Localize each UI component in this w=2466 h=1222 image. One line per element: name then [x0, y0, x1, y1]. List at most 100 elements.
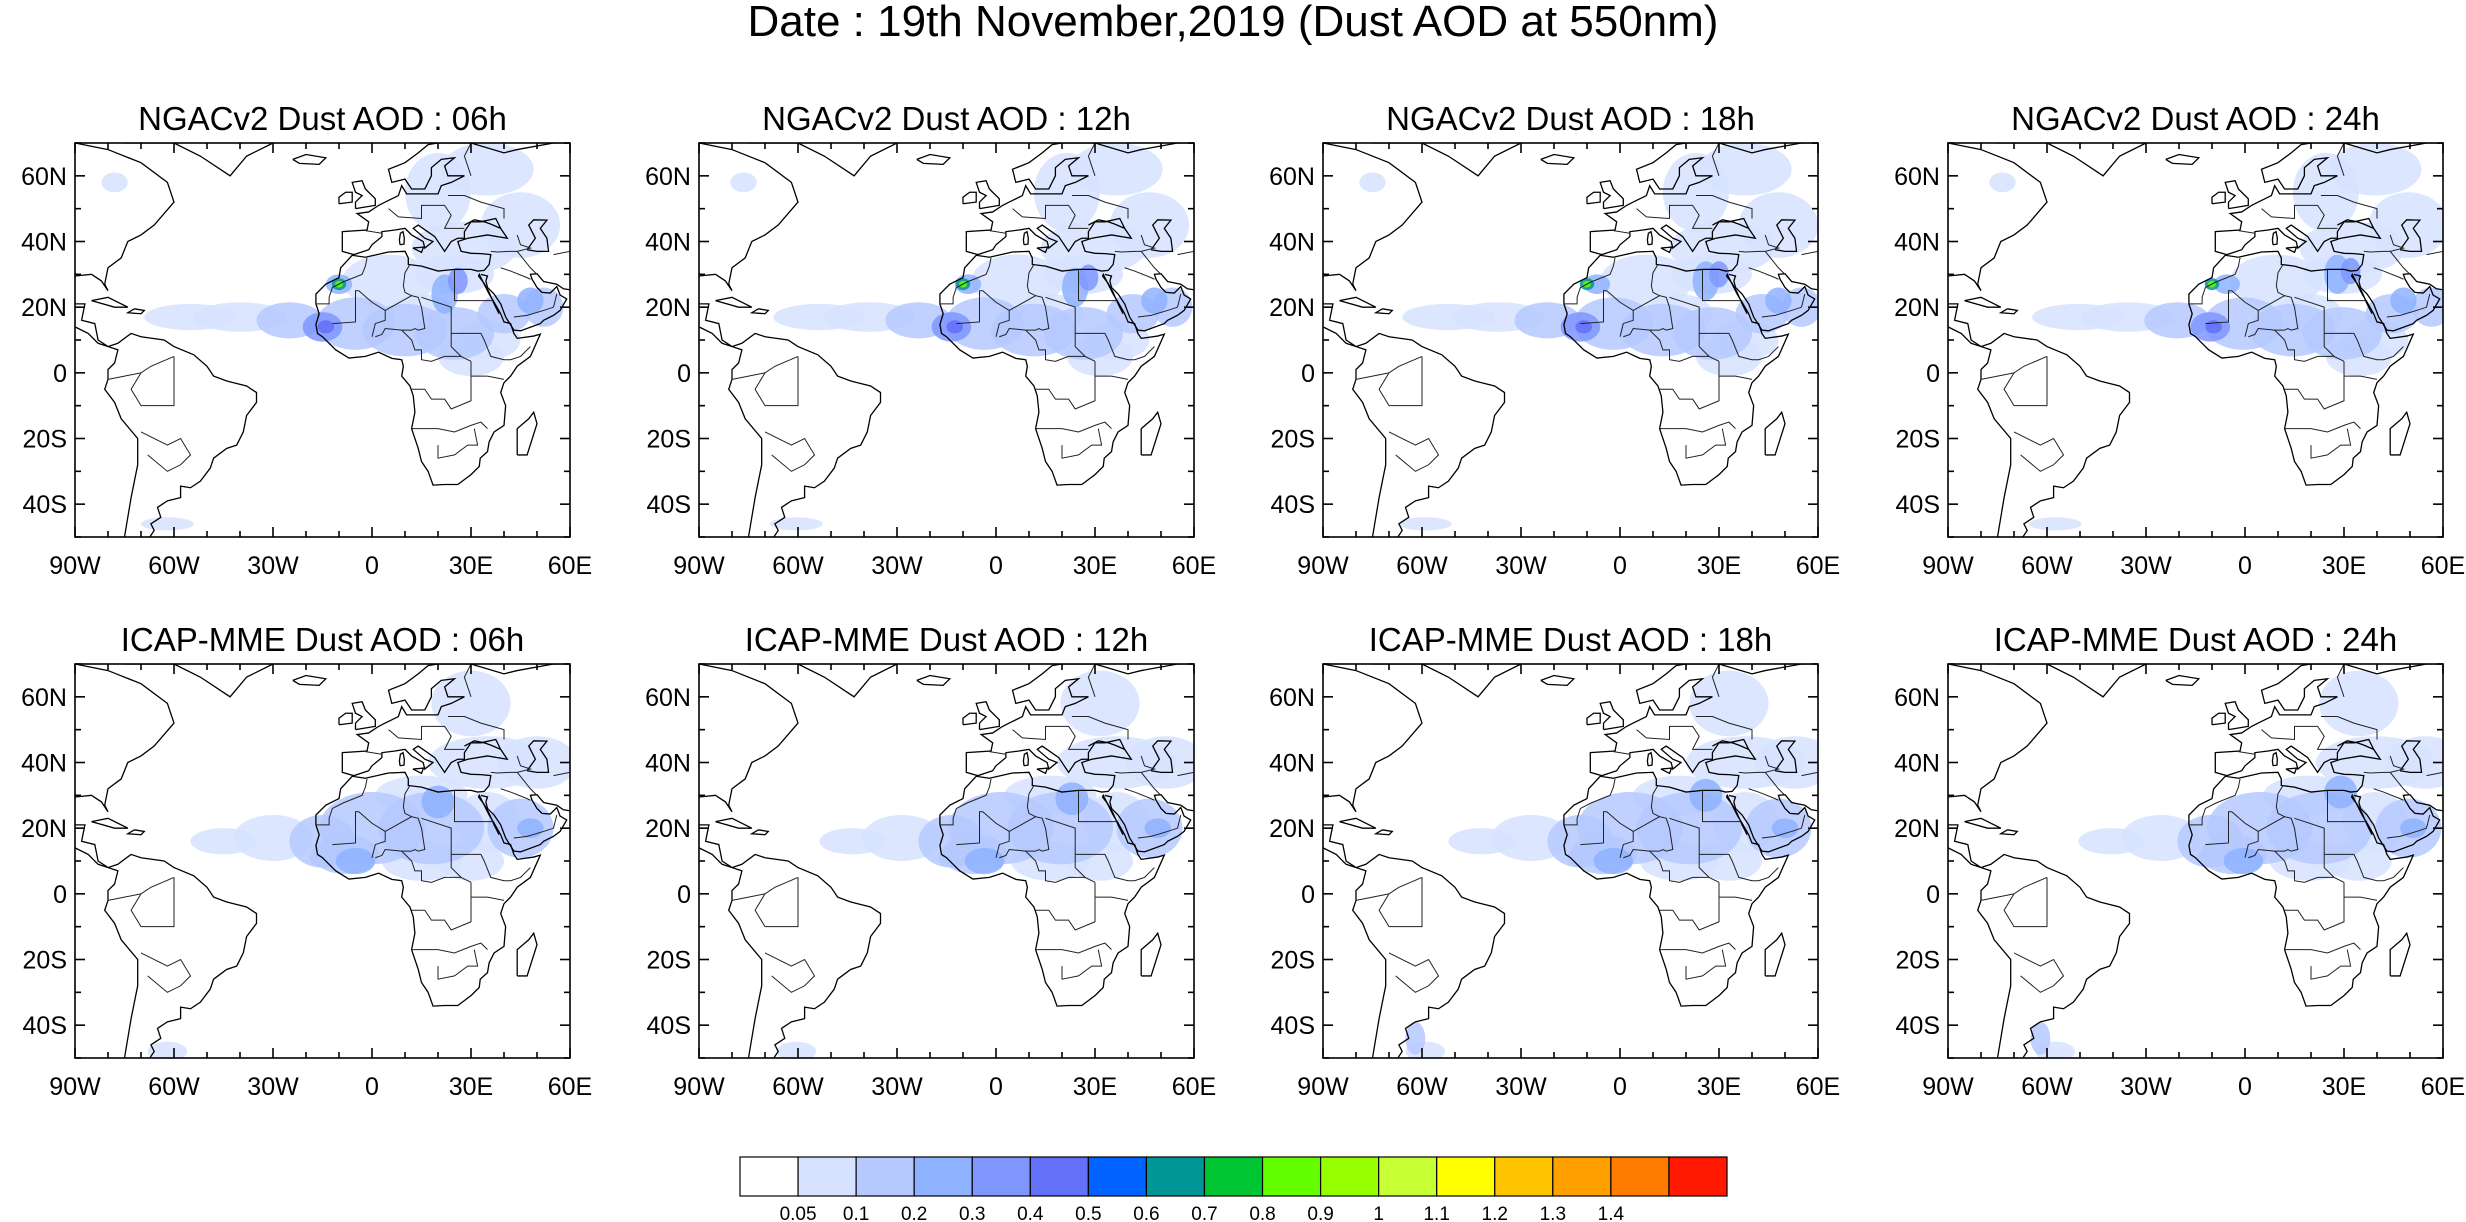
dust-aod-cell	[971, 254, 1064, 308]
colorbar-swatch	[913, 1156, 973, 1197]
country-border	[411, 361, 472, 410]
country-border	[553, 771, 570, 777]
coastline	[939, 793, 1166, 1007]
coastline	[2285, 246, 2298, 254]
country-border	[1649, 329, 1710, 362]
country-border	[375, 816, 426, 859]
coastline	[916, 153, 952, 166]
coastline	[1339, 817, 1377, 829]
country-border	[1636, 204, 1713, 229]
dust-aod-cell	[2030, 1021, 2051, 1055]
dust-aod-cell	[1738, 192, 1818, 258]
country-border	[411, 942, 488, 954]
country-border	[1026, 264, 1036, 297]
country-border	[989, 751, 1006, 755]
lon-tick-label: 60W	[148, 552, 200, 580]
dust-aod-cell	[447, 267, 468, 295]
country-border	[411, 421, 488, 433]
coastline	[412, 246, 425, 254]
coastline	[1712, 219, 1749, 229]
coastline	[715, 817, 753, 829]
lon-tick-label: 60E	[548, 552, 592, 580]
country-border	[999, 816, 1050, 859]
coastline	[485, 793, 570, 853]
dust-aod-cell	[1359, 172, 1386, 193]
country-border	[1035, 421, 1112, 433]
country-border	[2013, 952, 2065, 993]
country-border	[1711, 143, 1720, 176]
lon-tick-label: 0	[2238, 552, 2252, 580]
country-border	[2320, 195, 2378, 219]
coastline	[1140, 410, 1162, 456]
coastline	[1373, 829, 1394, 836]
country-border	[2310, 949, 2352, 980]
map-content	[1948, 664, 2443, 1058]
coastline	[1540, 674, 1576, 687]
colorbar-swatch	[797, 1156, 857, 1197]
coastline	[2188, 272, 2415, 486]
lon-tick-label: 60E	[1172, 552, 1216, 580]
coastline	[1022, 230, 1029, 246]
dust-aod-cell	[1055, 782, 1089, 816]
country-border	[731, 893, 766, 901]
coastline	[2271, 751, 2278, 767]
dust-aod-cell	[769, 517, 823, 531]
lon-tick-label: 60W	[148, 1073, 200, 1101]
country-border	[1035, 942, 1112, 954]
dust-aod-cell	[2223, 847, 2264, 875]
lat-tick-label: 60N	[645, 684, 691, 712]
coastline	[125, 829, 146, 836]
country-border	[1748, 267, 1779, 280]
coastline	[699, 664, 799, 813]
dust-aod-cell	[946, 320, 963, 334]
country-border	[401, 850, 462, 883]
coastline	[526, 219, 550, 253]
dust-aod-cell	[1141, 287, 1168, 314]
country-border	[1659, 942, 1736, 954]
country-border	[2386, 293, 2431, 318]
dust-aod-cell	[1405, 1021, 1426, 1055]
lat-tick-label: 20N	[1269, 815, 1315, 843]
lat-tick-label: 20N	[21, 294, 67, 322]
country-border	[516, 772, 538, 796]
coastline	[75, 664, 175, 813]
lat-tick-label: 60N	[21, 684, 67, 712]
lat-tick-label: 40S	[647, 1012, 691, 1040]
map-content	[1948, 143, 2443, 537]
country-border	[471, 375, 505, 380]
country-border	[401, 329, 462, 362]
country-border	[1659, 421, 1736, 433]
country-border	[2261, 204, 2338, 229]
coastline	[1586, 712, 1601, 726]
lon-tick-label: 30E	[2322, 1073, 2366, 1101]
coastline	[2211, 191, 2226, 205]
coastline	[398, 230, 405, 246]
country-border	[1075, 853, 1155, 882]
lat-tick-label: 0	[1301, 360, 1315, 388]
dust-aod-cell	[1689, 778, 1723, 812]
country-border	[1659, 882, 1720, 931]
country-border	[1378, 876, 1423, 928]
coastline	[2399, 740, 2423, 773]
colorbar-swatch	[1319, 1156, 1380, 1197]
map-panel-ngac-18: 90W 60W 30W 0 30E 60E 60N 40N 20N 0 20S 40S NGACv2 D…	[1269, 100, 1840, 580]
lon-tick-label: 60W	[772, 1073, 824, 1101]
coastline	[1728, 273, 1737, 282]
country-border	[107, 372, 142, 380]
country-border	[1177, 771, 1194, 777]
country-border	[463, 143, 472, 176]
coastline	[1323, 303, 1506, 537]
country-border	[1801, 771, 1818, 777]
country-border	[2238, 751, 2255, 755]
country-border	[513, 293, 558, 318]
coastline	[526, 740, 550, 773]
coastline	[962, 712, 977, 726]
lat-tick-label: 20N	[645, 294, 691, 322]
country-border	[2205, 811, 2259, 858]
coastline	[1733, 272, 1818, 332]
country-border	[2344, 896, 2378, 901]
coastline	[1998, 829, 2019, 836]
coastline	[91, 296, 129, 308]
map-panel-ngac-06: 90W 60W 30W 0 30E 60E 60N 40N 20N 0 20S 40S NGACv2 D…	[21, 100, 592, 580]
lat-tick-label: 40S	[1896, 491, 1940, 519]
